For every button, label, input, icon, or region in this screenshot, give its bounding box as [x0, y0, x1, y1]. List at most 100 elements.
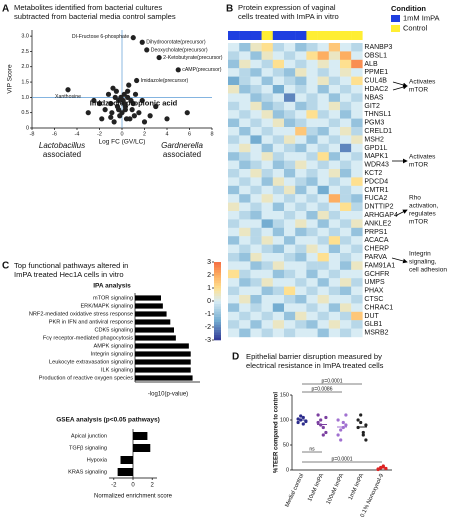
heatmap-cell — [250, 328, 262, 338]
side-label: Gardnerella — [161, 141, 203, 150]
point — [113, 88, 119, 94]
point — [359, 413, 363, 417]
heatmap-cell — [306, 227, 318, 237]
row-label: CUL4B — [364, 78, 387, 85]
point — [91, 97, 97, 104]
heatmap-cell — [306, 295, 318, 304]
heatmap-cell — [272, 76, 285, 86]
heatmap-cell — [239, 177, 251, 186]
heatmap-cell — [317, 211, 329, 220]
heatmap-cell — [328, 43, 341, 52]
x-tick-label: Medial control — [285, 473, 306, 508]
row-label: MAPK1 — [364, 153, 388, 160]
heatmap-cell — [328, 202, 341, 212]
heatmap-cell — [228, 101, 240, 111]
point — [344, 423, 348, 427]
colorbar-step — [214, 314, 221, 317]
heatmap-cell — [328, 85, 341, 94]
heatmap-cell — [295, 152, 307, 161]
y-tick-label: 1.5 — [21, 80, 29, 86]
panel-letter: B — [226, 4, 233, 15]
heatmap-cell — [272, 110, 285, 119]
colorbar-step — [214, 324, 221, 328]
heatmap-cell — [261, 269, 273, 279]
heatmap-cell — [295, 185, 307, 195]
colorbar-step — [214, 329, 221, 333]
heatmap-cell — [272, 311, 285, 321]
heatmap-cell — [306, 51, 318, 60]
point-label: Xanthosine — [55, 94, 81, 100]
heatmap-cell — [239, 211, 251, 220]
heatmap-cell — [250, 93, 262, 102]
x-tick-label: 1mM ImPA — [348, 473, 365, 501]
heatmap-cell — [317, 143, 329, 153]
heatmap-cell — [239, 101, 251, 111]
condition-cell — [284, 31, 296, 40]
heatmap-cell — [284, 328, 296, 338]
legend-label: Control — [403, 23, 428, 32]
heatmap-cell — [328, 286, 341, 296]
bar — [135, 351, 191, 357]
colorbar-step — [214, 308, 221, 312]
colorbar-label: 1 — [207, 285, 211, 292]
heatmap-cell — [317, 118, 329, 128]
heatmap-cell — [239, 320, 251, 329]
condition-cell — [261, 31, 273, 40]
heatmap-cell — [317, 227, 329, 237]
category-label: Integrin signaling — [91, 351, 133, 357]
heatmap-cell — [272, 85, 285, 94]
heatmap-cell — [351, 303, 363, 312]
row-label: WDR43 — [364, 162, 389, 169]
heatmap-cell — [317, 286, 329, 296]
row-label: ACACA — [364, 237, 388, 244]
heatmap-cell — [328, 278, 341, 287]
heatmap-cell — [351, 59, 363, 69]
heatmap-cell — [239, 93, 251, 102]
heatmap-cell — [295, 51, 307, 60]
heatmap-cell — [261, 135, 273, 144]
heatmap-cell — [340, 68, 352, 77]
heatmap-cell — [340, 269, 352, 279]
row-label: CRELD1 — [364, 128, 392, 135]
colorbar-label: 0 — [207, 298, 211, 305]
heatmap-cell — [306, 202, 318, 212]
point — [344, 413, 348, 417]
heatmap-cell — [295, 160, 307, 170]
side-label: associated — [43, 150, 81, 159]
heatmap-cell — [239, 261, 251, 270]
heatmap-cell — [340, 261, 352, 270]
heatmap-cell — [306, 160, 318, 170]
heatmap-cell — [306, 286, 318, 296]
heatmap-cell — [351, 135, 363, 144]
point — [136, 110, 142, 116]
panel-title: Protein expression of vaginal — [238, 3, 336, 12]
point — [156, 54, 162, 61]
heatmap-cell — [351, 236, 363, 245]
heatmap-cell — [351, 68, 363, 77]
heatmap-cell — [306, 152, 318, 161]
point — [125, 94, 131, 100]
colorbar-step — [214, 311, 221, 315]
colorbar-step — [214, 277, 221, 281]
y-tick-label: 50 — [283, 442, 289, 448]
significance-label: p=0.0086 — [312, 386, 333, 392]
heatmap-cell — [351, 211, 363, 220]
heatmap-cell — [250, 59, 262, 69]
heatmap-cell — [261, 59, 273, 69]
heatmap-cell — [317, 269, 329, 279]
heatmap-cell — [295, 127, 307, 136]
point — [153, 103, 159, 110]
point-label: Dihydroorotate(precursor) — [146, 40, 206, 46]
heatmap-cell — [228, 143, 240, 153]
heatmap-cell — [317, 127, 329, 136]
heatmap-cell — [261, 286, 273, 296]
heatmap-cell — [328, 311, 341, 321]
annotation: regulates — [409, 211, 436, 218]
bar — [135, 327, 174, 333]
heatmap-cell — [317, 320, 329, 329]
row-label: PGM3 — [364, 120, 384, 127]
heatmap-cell — [239, 295, 251, 304]
x-tick-label: 2 — [151, 483, 155, 489]
heatmap-cell — [351, 253, 363, 262]
heatmap-cell — [250, 311, 262, 321]
